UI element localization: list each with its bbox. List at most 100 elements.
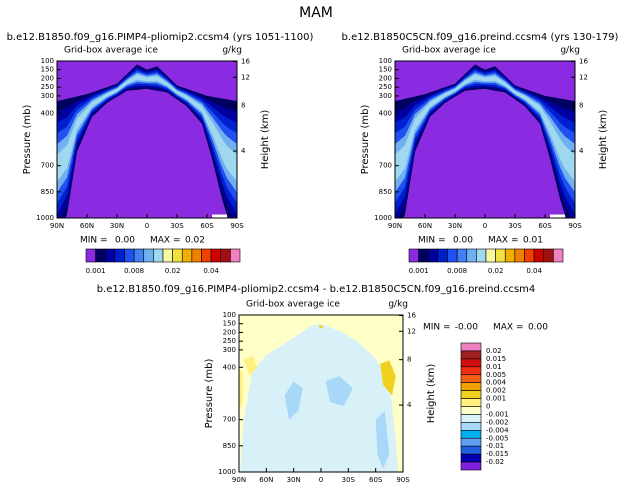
units-label: g/kg xyxy=(222,46,242,56)
colorbar-box xyxy=(153,248,164,263)
y-tick-label: 200 xyxy=(41,74,54,82)
colorbar-box xyxy=(524,248,535,263)
colorbar-box xyxy=(460,350,482,360)
colorbar-box xyxy=(460,422,482,431)
max-value: 0.00 xyxy=(528,323,548,333)
y-tick-label: 700 xyxy=(223,416,236,424)
colorbar-box xyxy=(85,248,96,263)
contour-region xyxy=(284,381,303,420)
x-tick-label: 30N xyxy=(287,476,301,484)
x-tick-label: 0 xyxy=(145,222,149,230)
colorbar-label: 0.02 xyxy=(486,347,502,355)
y-tick-label: 100 xyxy=(41,57,54,65)
x-tick-label: 90S xyxy=(568,222,582,230)
colorbar-box xyxy=(418,248,429,263)
colorbar-box xyxy=(466,248,477,263)
panel-subtitle: Grid-box average ice xyxy=(64,46,158,56)
colorbar-box xyxy=(476,248,487,263)
x-tick-label: 90N xyxy=(232,476,246,484)
x-tick-label: 0 xyxy=(319,476,323,484)
y-tick-label: 100 xyxy=(379,57,392,65)
units-label: g/kg xyxy=(388,300,408,310)
colorbar-box xyxy=(460,358,482,368)
colorbar-label: 0 xyxy=(486,403,490,411)
colorbar-box xyxy=(162,248,173,263)
y-tick-label: 300 xyxy=(223,346,236,354)
colorbar-label: 0.005 xyxy=(486,371,506,379)
colorbar-label: 0.001 xyxy=(409,267,429,275)
y-tick-label: 400 xyxy=(379,109,392,117)
y2-axis-title: Height (km) xyxy=(260,110,271,170)
max-text: MAX = xyxy=(150,236,181,246)
y2-tick-label: 8 xyxy=(579,102,583,110)
contour-region xyxy=(325,376,353,406)
colorbar-box xyxy=(104,248,116,263)
x-tick-label: 60N xyxy=(259,476,273,484)
colorbar-box xyxy=(543,248,554,263)
colorbar-box xyxy=(124,248,135,263)
max-text: MAX = xyxy=(493,323,524,333)
contour-region xyxy=(240,323,399,472)
contour-plot xyxy=(238,314,404,473)
x-tick-label: 60S xyxy=(538,222,552,230)
colorbar-box xyxy=(485,248,496,263)
colorbar-box xyxy=(460,406,482,415)
colorbar-label: 0.04 xyxy=(526,267,542,275)
colorbar-box xyxy=(437,248,448,263)
max-value: 0.02 xyxy=(185,236,205,246)
y-tick-label: 200 xyxy=(223,328,236,336)
y-axis-title: Pressure (mb) xyxy=(360,105,371,175)
colorbar-box xyxy=(460,430,482,439)
colorbar-box xyxy=(230,248,241,263)
x-tick-label: 30S xyxy=(170,222,184,230)
contour-fills xyxy=(395,61,575,218)
colorbar-box xyxy=(210,248,222,263)
x-tick-label: 60S xyxy=(369,476,383,484)
y-tick-label: 300 xyxy=(379,92,392,100)
x-tick-label: 90S xyxy=(396,476,410,484)
colorbar-box xyxy=(460,453,482,463)
panel-subtitle: Grid-box average ice xyxy=(246,300,340,310)
y-tick-label: 850 xyxy=(379,188,392,196)
y-tick-label: 700 xyxy=(41,162,54,170)
x-tick-label: 30N xyxy=(110,222,124,230)
colorbar-box xyxy=(427,248,439,263)
colorbar-label: 0.02 xyxy=(488,267,504,275)
colorbar-label: 0.001 xyxy=(86,267,106,275)
y-tick-label: 250 xyxy=(379,83,392,91)
y-tick-label: 850 xyxy=(223,442,236,450)
max-value: 0.01 xyxy=(523,236,543,246)
contour-band xyxy=(395,74,575,182)
y-tick-label: 100 xyxy=(223,311,236,319)
colorbar-box xyxy=(460,382,482,391)
x-tick-label: 90N xyxy=(50,222,64,230)
contour-plot xyxy=(56,60,238,219)
colorbar-label: -0.015 xyxy=(486,450,509,458)
panel-subtitle: Grid-box average ice xyxy=(402,46,496,56)
colorbar-box xyxy=(495,248,506,263)
colorbar-label: -0.02 xyxy=(486,458,504,466)
colorbar-label: -0.002 xyxy=(486,418,509,426)
colorbar-label: 0.008 xyxy=(124,267,144,275)
colorbar-box xyxy=(553,248,564,263)
colorbar-label: -0.005 xyxy=(486,434,509,442)
panel-title: b.e12.B1850C5CN.f09_g16.preind.ccsm4 (yr… xyxy=(342,32,619,43)
max-text: MAX = xyxy=(488,236,519,246)
y-tick-label: 400 xyxy=(223,363,236,371)
colorbar-box xyxy=(460,390,482,399)
colorbar-box xyxy=(114,248,125,263)
colorbar-box xyxy=(460,445,482,455)
colorbar-label: 0.02 xyxy=(165,267,181,275)
x-tick-label: 90S xyxy=(230,222,244,230)
colorbar-box xyxy=(460,374,482,383)
colorbar-label: 0.015 xyxy=(486,355,506,363)
colorbar-box xyxy=(133,248,145,263)
x-tick-label: 30N xyxy=(448,222,462,230)
x-tick-label: 30S xyxy=(508,222,522,230)
y-tick-label: 1000 xyxy=(36,214,54,222)
colorbar-label: 0.01 xyxy=(486,363,502,371)
y-tick-label: 250 xyxy=(223,337,236,345)
y2-tick-label: 16 xyxy=(407,312,416,320)
contour-blob xyxy=(212,214,227,218)
colorbar-box xyxy=(95,248,106,263)
